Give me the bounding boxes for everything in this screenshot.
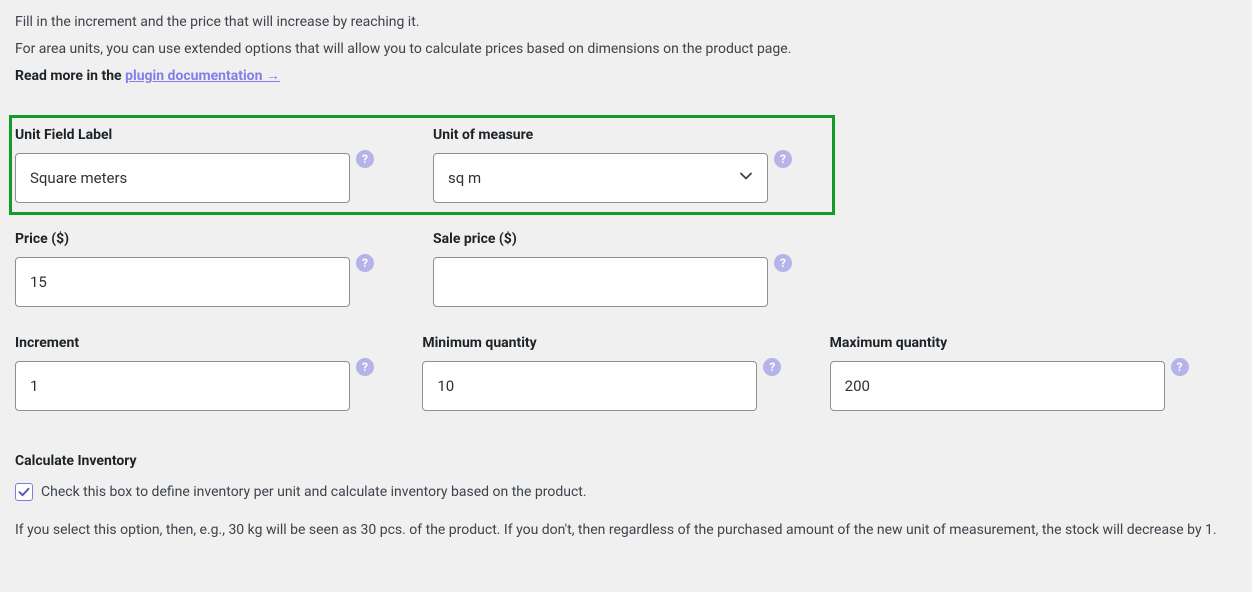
minimum-quantity-input[interactable] — [422, 361, 757, 411]
intro-readmore: Read more in the plugin documentation → — [15, 66, 1237, 87]
help-icon[interactable]: ? — [356, 358, 374, 376]
sale-price-input[interactable] — [433, 257, 768, 307]
help-icon[interactable]: ? — [356, 150, 374, 168]
minimum-quantity-label: Minimum quantity — [422, 335, 799, 351]
settings-form: Unit Field Label ? Unit of measure sq m … — [15, 127, 1237, 543]
maximum-quantity-label: Maximum quantity — [830, 335, 1207, 351]
calculate-inventory-checkbox[interactable] — [15, 483, 33, 501]
maximum-quantity-input[interactable] — [830, 361, 1165, 411]
intro-line-2: For area units, you can use extended opt… — [15, 39, 1237, 60]
sale-price-label: Sale price ($) — [433, 231, 821, 247]
calculate-inventory-checkbox-label: Check this box to define inventory per u… — [41, 484, 587, 500]
increment-input[interactable] — [15, 361, 350, 411]
price-label: Price ($) — [15, 231, 403, 247]
price-input[interactable] — [15, 257, 350, 307]
check-icon — [17, 485, 31, 499]
unit-of-measure-select[interactable]: sq m — [433, 153, 768, 203]
help-icon[interactable]: ? — [774, 150, 792, 168]
readmore-prefix: Read more in the — [15, 68, 125, 84]
help-icon[interactable]: ? — [774, 254, 792, 272]
intro-line-1: Fill in the increment and the price that… — [15, 12, 1237, 33]
help-icon[interactable]: ? — [356, 254, 374, 272]
unit-field-label-input[interactable] — [15, 153, 350, 203]
unit-field-label-label: Unit Field Label — [15, 127, 403, 143]
intro-text: Fill in the increment and the price that… — [15, 12, 1237, 87]
calculate-inventory-description: If you select this option, then, e.g., 3… — [15, 519, 1237, 543]
help-icon[interactable]: ? — [763, 358, 781, 376]
unit-of-measure-label: Unit of measure — [433, 127, 821, 143]
help-icon[interactable]: ? — [1171, 358, 1189, 376]
calculate-inventory-heading: Calculate Inventory — [15, 453, 1237, 469]
increment-label: Increment — [15, 335, 392, 351]
plugin-documentation-link[interactable]: plugin documentation → — [125, 68, 280, 84]
